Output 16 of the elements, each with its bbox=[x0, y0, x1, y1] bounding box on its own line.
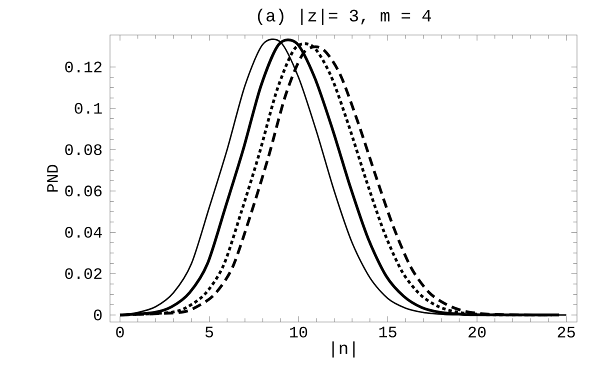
x-tick-label: 15 bbox=[379, 326, 396, 338]
y-tick-label: 0.12 bbox=[65, 62, 102, 72]
y-tick-label: 0.06 bbox=[65, 186, 102, 196]
x-tick-label: 5 bbox=[205, 326, 214, 338]
y-axis-title: PND bbox=[47, 164, 58, 192]
y-tick-label: 0.02 bbox=[65, 268, 102, 280]
x-tick-label: 10 bbox=[290, 326, 308, 338]
x-tick-label: 20 bbox=[468, 326, 486, 338]
chart-title: (a) |z|= 3, m = 4 bbox=[258, 8, 431, 25]
y-tick-label: 0.04 bbox=[65, 226, 102, 238]
y-tick-label: 0 bbox=[94, 310, 102, 320]
x-tick-label: 0 bbox=[116, 326, 124, 338]
y-tick-label: 0.1 bbox=[74, 102, 102, 114]
x-axis-title: |n| bbox=[332, 341, 355, 358]
y-tick-label: 0.08 bbox=[65, 144, 102, 156]
x-tick-label: 25 bbox=[558, 326, 575, 338]
